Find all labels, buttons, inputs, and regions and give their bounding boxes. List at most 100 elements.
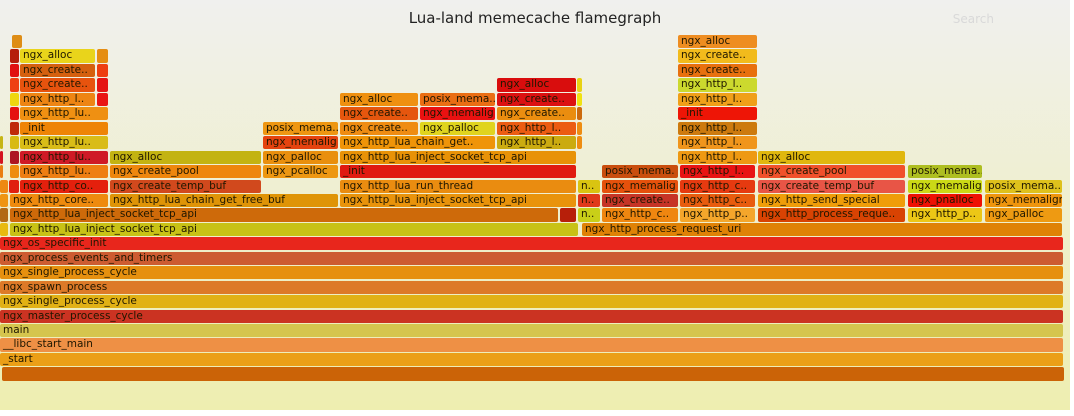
flame-frame[interactable]: ngx_http_p.. bbox=[680, 208, 755, 222]
flame-frame[interactable] bbox=[0, 165, 3, 179]
flame-frame[interactable]: ngx_http_l.. bbox=[20, 92, 95, 106]
flame-frame[interactable] bbox=[10, 136, 19, 150]
flame-frame[interactable]: ngx_http_lua_inject_socket_tcp_api bbox=[10, 222, 578, 237]
flame-frame[interactable]: posix_mema.. bbox=[263, 121, 338, 135]
flame-frame[interactable]: ngx_process_events_and_timers bbox=[0, 251, 1063, 265]
flame-frame[interactable]: ngx_create.. bbox=[20, 63, 95, 78]
flame-frame[interactable] bbox=[2, 367, 1064, 381]
flame-frame[interactable]: ngx_http_l.. bbox=[497, 136, 576, 150]
flame-frame[interactable]: ngx_pcalloc bbox=[263, 165, 338, 179]
flame-frame[interactable] bbox=[577, 78, 582, 92]
flame-frame[interactable]: ngx_alloc bbox=[340, 92, 418, 106]
flame-frame[interactable]: ngx_http_l.. bbox=[678, 136, 757, 150]
flame-frame[interactable]: ngx_http_lua_inject_socket_tcp_api bbox=[340, 150, 576, 164]
flame-frame[interactable]: posix_mema.. bbox=[420, 92, 495, 106]
flame-frame[interactable]: ngx_http_process_request_uri bbox=[582, 222, 1062, 237]
flame-frame[interactable]: ngx_http_l.. bbox=[678, 78, 757, 92]
flame-frame[interactable] bbox=[10, 107, 19, 121]
flame-frame[interactable]: ngx_http_l.. bbox=[680, 165, 755, 179]
flame-frame[interactable] bbox=[10, 165, 19, 179]
flame-frame[interactable] bbox=[0, 136, 3, 150]
flame-frame[interactable]: ngx_create_temp_buf bbox=[758, 179, 905, 193]
flame-frame[interactable] bbox=[10, 49, 19, 63]
flame-frame[interactable]: ngx_http_lu.. bbox=[20, 165, 108, 179]
flame-frame[interactable] bbox=[97, 92, 108, 106]
flame-frame[interactable]: ngx_spawn_process bbox=[0, 280, 1063, 294]
flame-frame[interactable]: ngx_memalig bbox=[420, 107, 495, 121]
flame-frame[interactable]: ngx_http_lua_run_thread bbox=[340, 179, 576, 193]
flame-frame[interactable]: ngx_create.. bbox=[340, 121, 418, 135]
flame-frame[interactable] bbox=[12, 35, 22, 49]
flame-frame[interactable]: ngx_http_lua_inject_socket_tcp_api bbox=[340, 193, 576, 208]
flame-frame[interactable] bbox=[97, 49, 108, 63]
flame-frame[interactable]: ngx_create.. bbox=[602, 193, 678, 208]
flame-frame[interactable]: ngx_alloc bbox=[678, 35, 757, 49]
search-link[interactable]: Search bbox=[952, 12, 994, 26]
flame-frame[interactable]: n.. bbox=[578, 179, 600, 193]
flame-frame[interactable]: ngx_http_l.. bbox=[497, 121, 576, 135]
flame-frame[interactable]: ngx_single_process_cycle bbox=[0, 266, 1063, 280]
flame-frame[interactable]: ngx_http_lua_chain_get.. bbox=[340, 136, 495, 150]
flame-frame[interactable] bbox=[10, 78, 19, 92]
flame-frame[interactable] bbox=[97, 63, 108, 78]
flame-frame[interactable]: ngx_http_send_special bbox=[758, 193, 905, 208]
flame-frame[interactable]: ngx_create.. bbox=[497, 92, 576, 106]
flame-frame[interactable] bbox=[0, 193, 8, 208]
flame-frame[interactable]: ngx_create.. bbox=[497, 107, 576, 121]
flame-frame[interactable]: ngx_http_p.. bbox=[908, 208, 982, 222]
flame-frame[interactable]: ngx_http_lu.. bbox=[20, 107, 108, 121]
flame-frame[interactable]: ngx_http_l.. bbox=[678, 121, 757, 135]
flame-frame[interactable]: _start bbox=[0, 352, 1063, 367]
flame-frame[interactable] bbox=[0, 150, 3, 164]
flame-frame[interactable]: ngx_http_c.. bbox=[680, 193, 755, 208]
flame-frame[interactable]: ngx_create.. bbox=[678, 49, 757, 63]
flame-frame[interactable]: ngx_memalign bbox=[985, 193, 1062, 208]
flame-frame[interactable]: ngx_create.. bbox=[340, 107, 418, 121]
flame-frame[interactable]: posix_mema. bbox=[602, 165, 678, 179]
flame-frame[interactable]: ngx_memalig bbox=[263, 136, 338, 150]
flame-frame[interactable] bbox=[0, 179, 8, 193]
flame-frame[interactable]: ngx_create_temp_buf bbox=[110, 179, 261, 193]
flame-frame[interactable]: ngx_palloc bbox=[985, 208, 1062, 222]
flame-frame[interactable]: __libc_start_main bbox=[0, 338, 1063, 352]
flame-frame[interactable]: n.. bbox=[578, 208, 600, 222]
flame-frame[interactable] bbox=[10, 121, 19, 135]
flame-frame[interactable]: ngx_create.. bbox=[20, 78, 95, 92]
flame-frame[interactable]: posix_mema.. bbox=[985, 179, 1062, 193]
flame-frame[interactable]: ngx_create_pool bbox=[110, 165, 261, 179]
flame-frame[interactable]: ngx_alloc bbox=[758, 150, 905, 164]
flame-frame[interactable]: ngx_http_c.. bbox=[602, 208, 678, 222]
flame-frame[interactable]: posix_mema.. bbox=[908, 165, 982, 179]
flame-frame[interactable] bbox=[10, 63, 19, 78]
flame-frame[interactable]: ngx_http_lu.. bbox=[20, 150, 108, 164]
flame-frame[interactable]: ngx_http_l.. bbox=[678, 150, 757, 164]
flame-frame[interactable]: ngx_http_c.. bbox=[680, 179, 755, 193]
flame-frame[interactable]: ngx_master_process_cycle bbox=[0, 309, 1063, 323]
flame-frame[interactable]: _init bbox=[20, 121, 108, 135]
flame-frame[interactable] bbox=[10, 150, 19, 164]
flame-frame[interactable]: ngx_http_l.. bbox=[678, 92, 757, 106]
flame-frame[interactable]: ngx_alloc bbox=[110, 150, 261, 164]
flame-frame[interactable]: _init bbox=[340, 165, 576, 179]
flame-frame[interactable]: ngx_single_process_cycle bbox=[0, 295, 1063, 309]
flame-frame[interactable]: ngx_http_process_reque.. bbox=[758, 208, 905, 222]
flame-frame[interactable]: ngx_pnalloc bbox=[908, 193, 982, 208]
flame-frame[interactable] bbox=[577, 92, 582, 106]
flame-frame[interactable]: ngx_memalig bbox=[602, 179, 678, 193]
flame-frame[interactable] bbox=[577, 107, 582, 121]
flame-frame[interactable]: ngx_alloc bbox=[497, 78, 576, 92]
flame-frame[interactable]: ngx_create_pool bbox=[758, 165, 905, 179]
flame-frame[interactable]: ngx_memalig bbox=[908, 179, 982, 193]
flame-frame[interactable]: ngx_http_lua_chain_get_free_buf bbox=[110, 193, 338, 208]
flame-frame[interactable]: ngx_http_core.. bbox=[10, 193, 108, 208]
flame-frame[interactable]: ngx_alloc bbox=[20, 49, 95, 63]
flame-frame[interactable]: ngx_palloc bbox=[263, 150, 338, 164]
flame-frame[interactable]: ngx_os_specific_init bbox=[0, 237, 1063, 251]
flame-frame[interactable]: n.. bbox=[578, 193, 600, 208]
flame-frame[interactable] bbox=[577, 121, 582, 135]
flame-frame[interactable]: ngx_http_co.. bbox=[20, 179, 108, 193]
flame-frame[interactable] bbox=[0, 222, 8, 237]
flame-frame[interactable] bbox=[97, 78, 108, 92]
flame-frame[interactable]: main bbox=[0, 324, 1063, 338]
